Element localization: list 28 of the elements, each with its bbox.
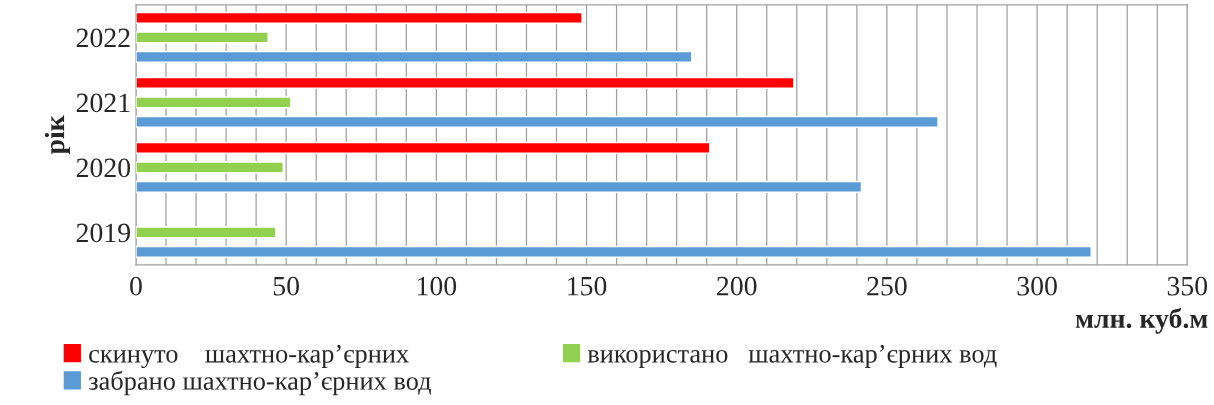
x-tick-label: 100 bbox=[417, 276, 457, 296]
bar bbox=[135, 161, 284, 174]
bar bbox=[135, 180, 863, 193]
bar bbox=[135, 226, 277, 239]
bar bbox=[135, 50, 693, 63]
y-tick-label: 2019 bbox=[76, 223, 130, 243]
y-axis-title: рік bbox=[44, 115, 70, 155]
bar bbox=[135, 76, 795, 89]
bar bbox=[135, 115, 939, 128]
y-tick-label: 2020 bbox=[76, 158, 131, 178]
x-tick-label: 250 bbox=[867, 276, 907, 296]
y-tick-label: 2022 bbox=[76, 28, 130, 48]
y-tick-label: 2021 bbox=[76, 93, 130, 113]
x-tick-label: 0 bbox=[130, 276, 142, 296]
bar bbox=[135, 31, 269, 44]
bar bbox=[135, 96, 292, 109]
bar bbox=[135, 11, 583, 24]
bar bbox=[135, 141, 711, 154]
x-tick-label: 150 bbox=[568, 276, 607, 296]
x-tick-label: 300 bbox=[1017, 276, 1057, 296]
legend-label: забрано шахтно-кар’єрних вод bbox=[88, 370, 431, 396]
x-tick-label: 200 bbox=[717, 276, 757, 296]
legend-label: скинуто шахтно-кар’єрних bbox=[89, 344, 409, 369]
x-axis-title: млн. куб.м bbox=[1075, 307, 1208, 334]
legend-label: використано шахтно-кар’єрних вод bbox=[587, 344, 997, 369]
bar bbox=[135, 245, 1092, 258]
x-tick-label: 350 bbox=[1167, 276, 1208, 296]
x-tick-label: 50 bbox=[273, 276, 299, 296]
